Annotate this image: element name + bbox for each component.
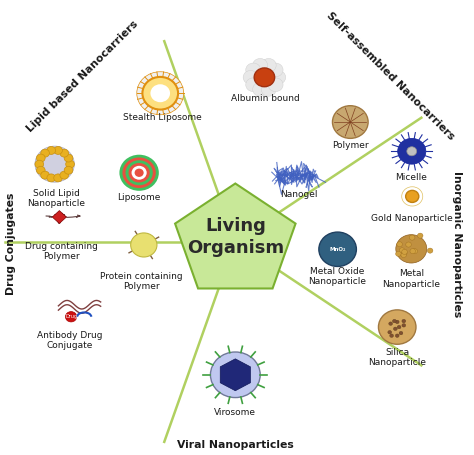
- Text: MnO₂: MnO₂: [329, 247, 346, 252]
- Circle shape: [65, 312, 77, 322]
- Text: Metal
Nanoparticle: Metal Nanoparticle: [383, 269, 440, 288]
- Circle shape: [132, 166, 147, 180]
- Circle shape: [332, 106, 368, 138]
- Circle shape: [395, 320, 399, 324]
- Circle shape: [36, 166, 45, 174]
- Circle shape: [378, 310, 416, 344]
- Circle shape: [268, 63, 283, 77]
- Circle shape: [261, 82, 276, 96]
- Circle shape: [401, 251, 407, 256]
- Circle shape: [406, 242, 411, 247]
- Circle shape: [41, 171, 49, 179]
- Text: Metal Oxide
Nanoparticle: Metal Oxide Nanoparticle: [309, 268, 366, 286]
- Circle shape: [407, 147, 417, 156]
- Circle shape: [210, 352, 260, 398]
- Circle shape: [135, 169, 144, 177]
- Text: Lipid based Nanocarriers: Lipid based Nanocarriers: [25, 19, 140, 134]
- Circle shape: [64, 154, 73, 162]
- Circle shape: [393, 327, 397, 330]
- Circle shape: [397, 242, 402, 247]
- Text: Liposome: Liposome: [118, 193, 161, 202]
- Circle shape: [246, 78, 261, 91]
- Circle shape: [388, 330, 392, 334]
- Circle shape: [41, 149, 49, 157]
- Circle shape: [402, 319, 406, 323]
- Circle shape: [396, 251, 401, 256]
- Circle shape: [410, 235, 415, 240]
- Circle shape: [60, 171, 69, 179]
- Circle shape: [253, 82, 268, 96]
- Text: Stealth Liposome: Stealth Liposome: [123, 112, 202, 121]
- Circle shape: [119, 155, 159, 191]
- Circle shape: [271, 71, 286, 84]
- Polygon shape: [52, 211, 66, 223]
- Text: Drug: Drug: [65, 314, 77, 319]
- Polygon shape: [175, 183, 296, 288]
- Text: Silica
Nanoparticle: Silica Nanoparticle: [368, 348, 426, 367]
- Circle shape: [122, 157, 156, 188]
- Circle shape: [54, 174, 63, 182]
- Text: Viral Nanoparticles: Viral Nanoparticles: [177, 440, 294, 450]
- Circle shape: [395, 334, 399, 338]
- Circle shape: [246, 63, 261, 77]
- Polygon shape: [220, 359, 250, 391]
- Circle shape: [399, 248, 405, 253]
- Circle shape: [390, 334, 393, 338]
- Circle shape: [35, 160, 44, 168]
- Circle shape: [268, 78, 283, 91]
- Circle shape: [253, 58, 268, 72]
- Text: Nanogel: Nanogel: [280, 190, 318, 199]
- Circle shape: [418, 233, 423, 238]
- Circle shape: [47, 174, 55, 182]
- Circle shape: [35, 146, 74, 182]
- Circle shape: [36, 154, 45, 162]
- Text: Polymer: Polymer: [332, 141, 369, 150]
- Circle shape: [412, 248, 418, 254]
- Circle shape: [126, 160, 153, 185]
- Circle shape: [319, 232, 356, 267]
- Circle shape: [402, 249, 407, 254]
- Circle shape: [402, 324, 406, 327]
- Text: Antibody Drug
Conjugate: Antibody Drug Conjugate: [37, 330, 103, 349]
- Circle shape: [406, 190, 419, 202]
- Text: Solid Lipid
Nanoparticle: Solid Lipid Nanoparticle: [27, 189, 85, 208]
- Circle shape: [137, 72, 184, 115]
- Circle shape: [396, 235, 427, 263]
- Circle shape: [54, 147, 63, 154]
- Circle shape: [401, 253, 407, 258]
- Text: Inorganic Nanoparticles: Inorganic Nanoparticles: [452, 171, 462, 317]
- Text: Drug Conjugates: Drug Conjugates: [6, 192, 16, 295]
- Circle shape: [142, 77, 178, 110]
- Circle shape: [389, 322, 392, 325]
- Circle shape: [128, 163, 150, 182]
- Text: Drug containing
Polymer: Drug containing Polymer: [25, 242, 98, 261]
- Circle shape: [64, 166, 73, 174]
- Text: Living
Organism: Living Organism: [187, 217, 284, 258]
- Circle shape: [397, 325, 401, 329]
- Circle shape: [410, 248, 416, 254]
- Text: Gold Nanoparticle: Gold Nanoparticle: [371, 213, 453, 222]
- Circle shape: [243, 71, 258, 84]
- Circle shape: [399, 331, 403, 335]
- Circle shape: [131, 233, 157, 257]
- Circle shape: [398, 138, 426, 164]
- Circle shape: [66, 160, 74, 168]
- Circle shape: [60, 149, 69, 157]
- Text: Virosome: Virosome: [214, 408, 256, 417]
- Circle shape: [150, 84, 170, 102]
- Text: Protein containing
Polymer: Protein containing Polymer: [100, 272, 183, 291]
- Circle shape: [392, 319, 396, 323]
- Text: Albumin bound: Albumin bound: [231, 94, 300, 103]
- Circle shape: [261, 58, 276, 72]
- Circle shape: [47, 147, 55, 154]
- Text: Micelle: Micelle: [395, 173, 427, 182]
- Circle shape: [428, 248, 433, 253]
- Circle shape: [254, 68, 274, 87]
- Text: Self-assembled Nanocarriers: Self-assembled Nanocarriers: [324, 10, 456, 142]
